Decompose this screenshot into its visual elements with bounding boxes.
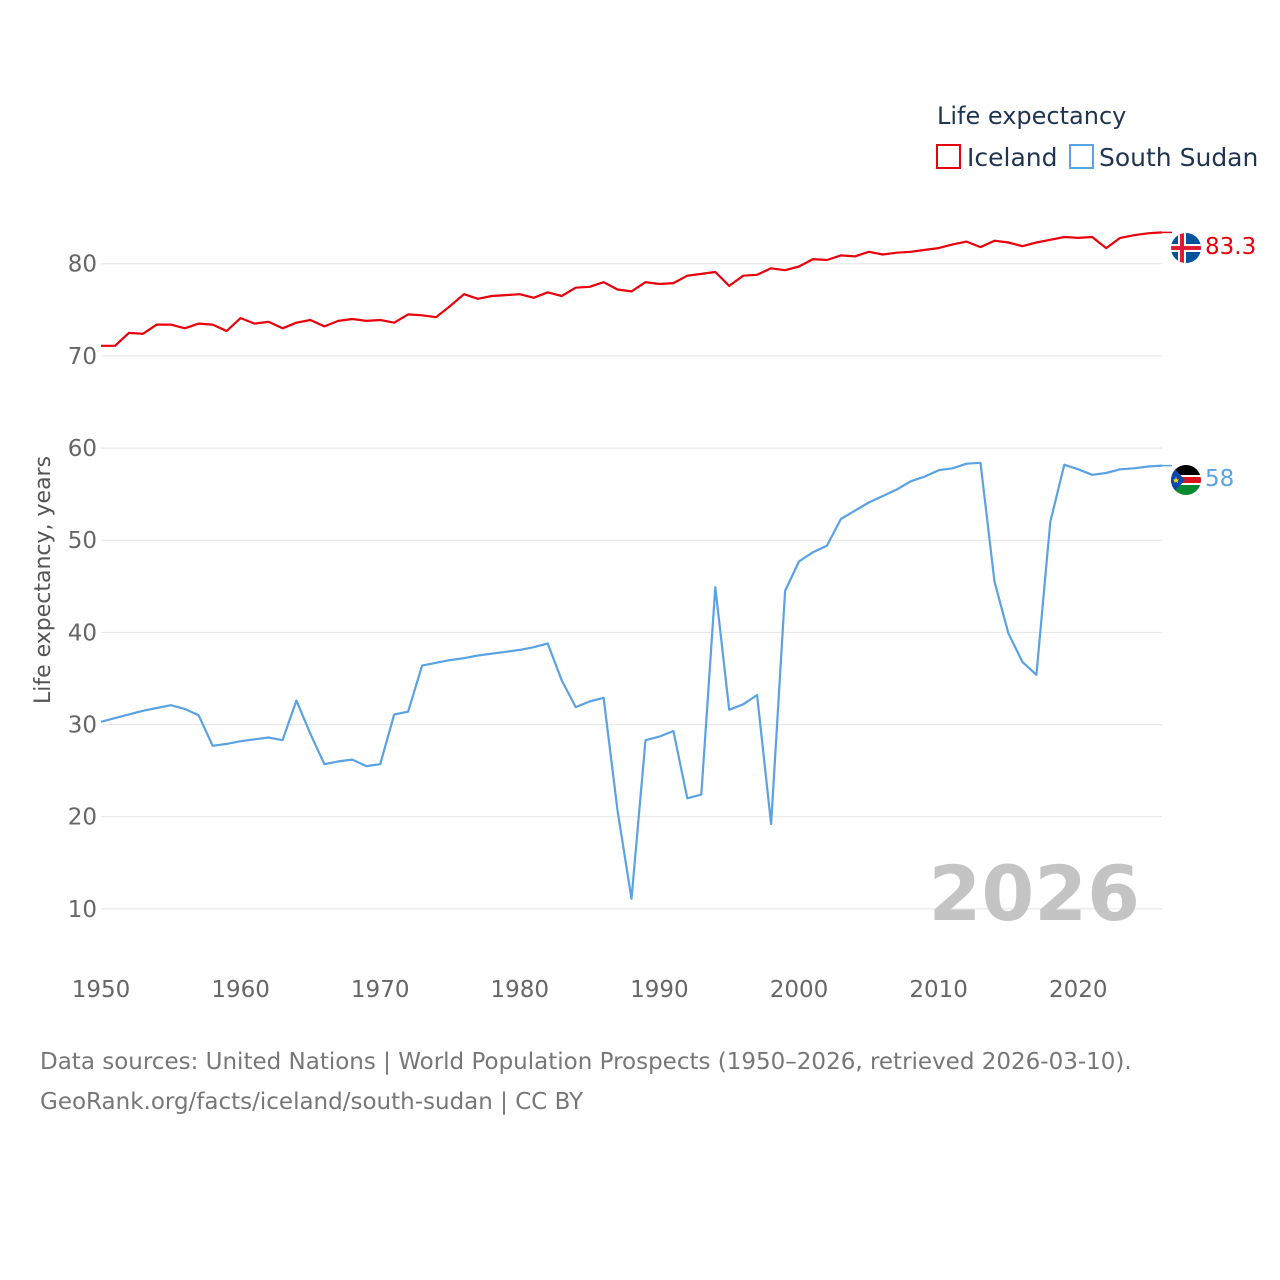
data-source-footer: Data sources: United Nations | World Pop… bbox=[40, 1042, 1260, 1122]
y-tick-label: 20 bbox=[68, 805, 97, 831]
x-tick-label: 2010 bbox=[909, 977, 968, 1003]
y-axis-ticks: 10 20 30 40 50 60 70 80 bbox=[68, 252, 97, 923]
series-line-iceland[interactable] bbox=[101, 231, 1163, 347]
attribution-line: GeoRank.org/facts/iceland/south-sudan | … bbox=[40, 1089, 584, 1115]
end-value-south-sudan: 58 bbox=[1205, 466, 1234, 492]
source-line: Data sources: United Nations | World Pop… bbox=[40, 1049, 1132, 1075]
x-tick-label: 1960 bbox=[211, 977, 270, 1003]
legend-swatch-south-sudan bbox=[1069, 144, 1094, 169]
x-tick-label: 1970 bbox=[351, 977, 410, 1003]
x-tick-label: 2000 bbox=[770, 977, 829, 1003]
y-tick-label: 80 bbox=[68, 252, 97, 278]
y-axis-title: Life expectancy, years bbox=[31, 456, 56, 704]
y-tick-label: 60 bbox=[68, 436, 97, 462]
y-tick-label: 50 bbox=[68, 528, 97, 554]
y-tick-label: 10 bbox=[68, 897, 97, 923]
y-tick-label: 30 bbox=[68, 713, 97, 739]
legend-swatch-iceland bbox=[936, 144, 961, 169]
x-tick-label: 1990 bbox=[630, 977, 689, 1003]
x-tick-label: 1980 bbox=[491, 977, 550, 1003]
legend: Life expectancy Iceland South Sudan bbox=[936, 102, 1258, 172]
legend-item-south-sudan[interactable]: South Sudan bbox=[1069, 143, 1258, 172]
end-value-iceland: 83.3 bbox=[1205, 234, 1256, 260]
legend-label-south-sudan: South Sudan bbox=[1099, 143, 1258, 172]
y-tick-label: 40 bbox=[68, 620, 97, 646]
south-sudan-flag-icon bbox=[1171, 465, 1201, 495]
x-tick-label: 1950 bbox=[72, 977, 131, 1003]
life-expectancy-chart: Life expectancy Iceland South Sudan Life… bbox=[31, 102, 1258, 1003]
gridlines bbox=[101, 263, 1162, 910]
legend-label-iceland: Iceland bbox=[967, 143, 1057, 172]
year-watermark: 2026 bbox=[928, 849, 1140, 938]
iceland-flag-icon bbox=[1171, 233, 1201, 263]
series-line-south-sudan[interactable] bbox=[100, 461, 1163, 900]
legend-title: Life expectancy bbox=[937, 102, 1126, 130]
x-axis-ticks: 1950 1960 1970 1980 1990 2000 2010 2020 bbox=[72, 977, 1108, 1003]
legend-item-iceland[interactable]: Iceland bbox=[936, 143, 1057, 172]
y-tick-label: 70 bbox=[68, 344, 97, 370]
x-tick-label: 2020 bbox=[1049, 977, 1108, 1003]
